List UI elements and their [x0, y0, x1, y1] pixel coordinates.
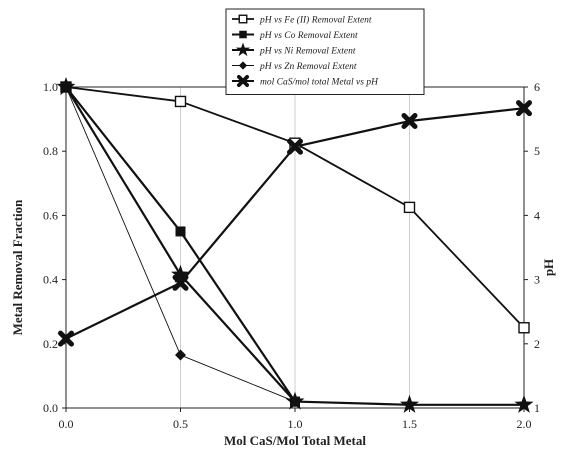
x-tick-label: 0.0 [59, 417, 74, 431]
x-tick-label: 1.5 [402, 417, 417, 431]
x-axis-label: Mol CaS/Mol Total Metal [224, 433, 366, 448]
y2-tick-label: 2 [534, 337, 540, 351]
series-markers-3 [60, 81, 301, 408]
legend-box [225, 8, 425, 95]
data-point [175, 226, 186, 237]
y2-tick-label: 3 [534, 273, 540, 287]
x-tick-label: 0.5 [173, 417, 188, 431]
data-point [58, 330, 74, 347]
y2-tick-label: 1 [534, 401, 540, 415]
y2-tick-label: 4 [534, 208, 540, 222]
y-tick-label: 0.6 [43, 208, 58, 222]
x-tick-label: 2.0 [517, 417, 532, 431]
data-point [235, 42, 251, 57]
grid-lines [180, 87, 410, 408]
data-point [237, 75, 249, 87]
y-tick-label: 0.8 [43, 144, 58, 158]
legend-label: mol CaS/mol total Metal vs pH [260, 78, 379, 88]
series-layer [56, 77, 534, 413]
series-markers-4 [58, 100, 532, 347]
legend-item: mol CaS/mol total Metal vs pH [232, 75, 379, 88]
y-tick-label: 0.4 [43, 273, 58, 287]
data-point [60, 81, 72, 93]
data-point [238, 14, 248, 24]
legend-label: pH vs Fe (II) Removal Extent [259, 15, 372, 26]
data-point [287, 138, 303, 155]
legend-label: pH vs Zn Removal Extent [259, 62, 357, 72]
axis-ticks: 0.0 0.5 1.0 1.5 2.0 0.0 0.2 0.4 0.6 0.8 1.0 1 2 3 4 5 6 [43, 80, 540, 431]
data-point [518, 322, 530, 334]
legend-item: pH vs Fe (II) Removal Extent [232, 15, 372, 26]
legend-label: pH vs Co Removal Extent [259, 31, 358, 41]
data-point [514, 394, 534, 413]
data-point [403, 201, 416, 214]
y2-tick-label: 6 [534, 80, 540, 94]
data-point [170, 264, 191, 283]
y-tick-label: 1.0 [43, 80, 58, 94]
data-point [175, 349, 186, 361]
legend-item: pH vs Zn Removal Extent [232, 61, 357, 72]
y-tick-label: 0.2 [43, 337, 58, 351]
data-point [289, 396, 301, 408]
data-point [239, 30, 247, 39]
data-point [174, 95, 187, 108]
data-point [401, 113, 418, 130]
legend: pH vs Fe (II) Removal Extent pH vs Co Rem… [225, 8, 425, 95]
y2-tick-label: 5 [534, 144, 540, 158]
legend-item: pH vs Co Removal Extent [232, 30, 358, 41]
y-axis-label: Metal Removal Fraction [10, 199, 25, 336]
y-tick-label: 0.0 [43, 401, 58, 415]
data-point [238, 61, 248, 70]
data-point [516, 100, 532, 117]
legend-label: pH vs Ni Removal Extent [259, 47, 356, 57]
legend-item: pH vs Ni Removal Extent [232, 42, 356, 57]
y2-axis-label: pH [541, 259, 556, 276]
data-point [172, 274, 189, 291]
x-tick-label: 1.0 [288, 417, 303, 431]
data-point [399, 394, 420, 413]
